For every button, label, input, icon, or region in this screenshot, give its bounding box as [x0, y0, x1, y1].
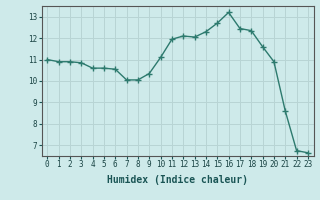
X-axis label: Humidex (Indice chaleur): Humidex (Indice chaleur) — [107, 175, 248, 185]
